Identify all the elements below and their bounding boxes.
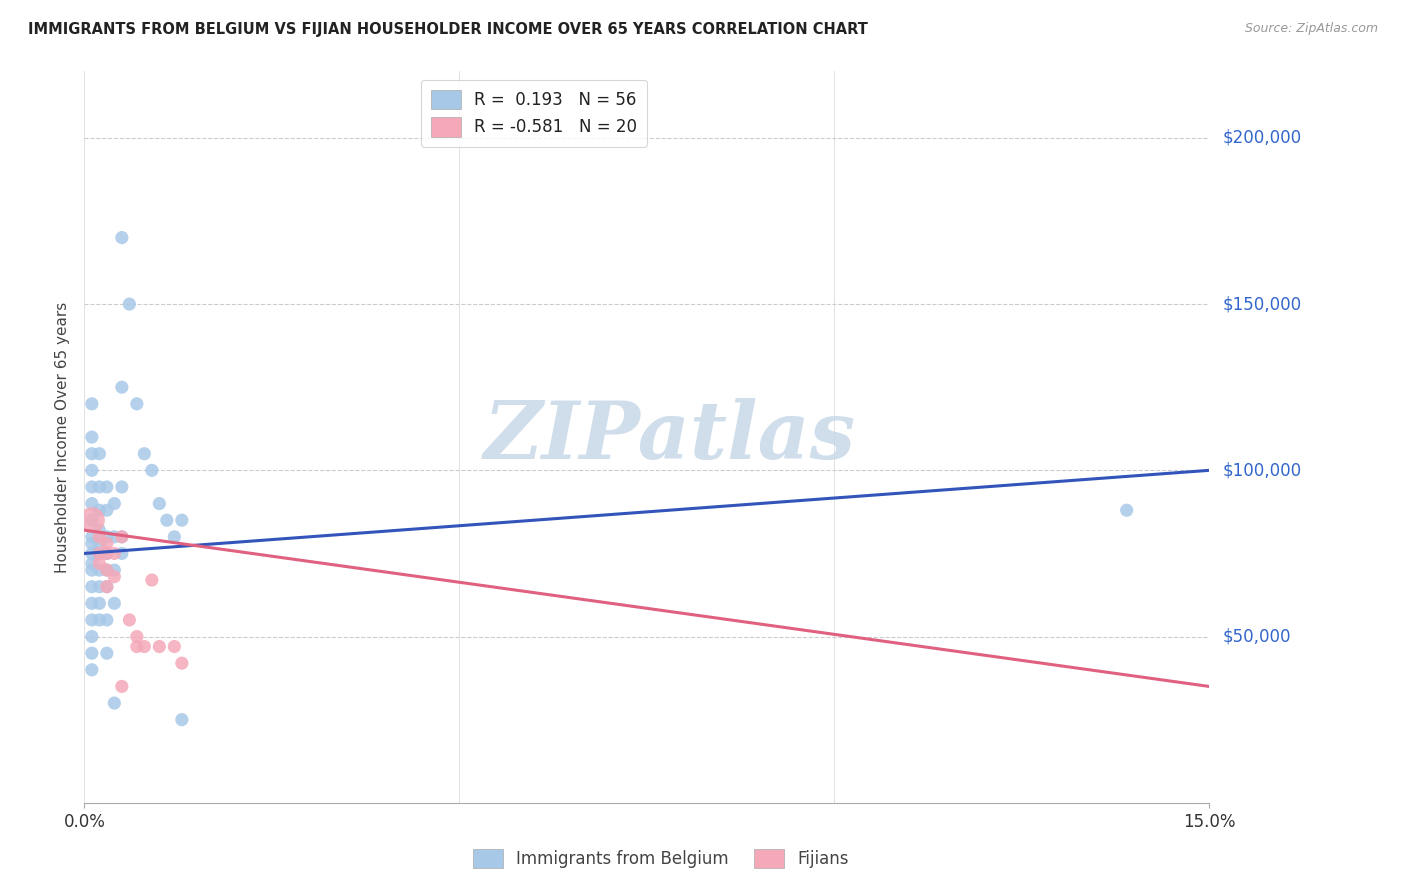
- Point: [80, 596, 103, 610]
- Point: [148, 640, 170, 654]
- Point: [96, 563, 118, 577]
- Point: [80, 557, 103, 571]
- Point: [80, 447, 103, 461]
- Point: [170, 656, 193, 670]
- Point: [89, 596, 111, 610]
- Point: [96, 646, 118, 660]
- Point: [103, 530, 125, 544]
- Point: [125, 397, 148, 411]
- Point: [89, 536, 111, 550]
- Point: [103, 497, 125, 511]
- Point: [103, 546, 125, 560]
- Point: [111, 380, 134, 394]
- Point: [80, 397, 103, 411]
- Y-axis label: Householder Income Over 65 years: Householder Income Over 65 years: [55, 301, 70, 573]
- Point: [134, 640, 156, 654]
- Point: [89, 503, 111, 517]
- Point: [96, 563, 118, 577]
- Point: [96, 613, 118, 627]
- Legend: Immigrants from Belgium, Fijians: Immigrants from Belgium, Fijians: [467, 842, 855, 875]
- Point: [80, 530, 103, 544]
- Point: [80, 480, 103, 494]
- Point: [125, 640, 148, 654]
- Point: [80, 430, 103, 444]
- Text: $100,000: $100,000: [1223, 461, 1302, 479]
- Point: [80, 663, 103, 677]
- Point: [80, 546, 103, 560]
- Point: [141, 463, 163, 477]
- Point: [89, 480, 111, 494]
- Point: [89, 557, 111, 571]
- Point: [80, 646, 103, 660]
- Point: [80, 513, 103, 527]
- Point: [80, 463, 103, 477]
- Point: [89, 523, 111, 537]
- Point: [80, 536, 103, 550]
- Point: [96, 503, 118, 517]
- Point: [89, 563, 111, 577]
- Point: [80, 513, 103, 527]
- Point: [89, 546, 111, 560]
- Point: [96, 546, 118, 560]
- Point: [89, 530, 111, 544]
- Text: ZIPatlas: ZIPatlas: [484, 399, 855, 475]
- Point: [118, 297, 141, 311]
- Point: [148, 497, 170, 511]
- Text: $200,000: $200,000: [1223, 128, 1302, 147]
- Point: [80, 563, 103, 577]
- Text: IMMIGRANTS FROM BELGIUM VS FIJIAN HOUSEHOLDER INCOME OVER 65 YEARS CORRELATION C: IMMIGRANTS FROM BELGIUM VS FIJIAN HOUSEH…: [28, 22, 868, 37]
- Point: [163, 530, 186, 544]
- Point: [96, 580, 118, 594]
- Point: [103, 596, 125, 610]
- Point: [1115, 503, 1137, 517]
- Point: [111, 480, 134, 494]
- Point: [89, 447, 111, 461]
- Point: [80, 613, 103, 627]
- Point: [141, 573, 163, 587]
- Point: [118, 613, 141, 627]
- Point: [111, 230, 134, 244]
- Point: [96, 580, 118, 594]
- Text: Source: ZipAtlas.com: Source: ZipAtlas.com: [1244, 22, 1378, 36]
- Point: [89, 613, 111, 627]
- Point: [134, 447, 156, 461]
- Point: [96, 546, 118, 560]
- Point: [111, 530, 134, 544]
- Point: [111, 530, 134, 544]
- Text: $50,000: $50,000: [1223, 628, 1292, 646]
- Legend: R =  0.193   N = 56, R = -0.581   N = 20: R = 0.193 N = 56, R = -0.581 N = 20: [422, 79, 647, 146]
- Point: [103, 563, 125, 577]
- Point: [156, 513, 179, 527]
- Point: [96, 530, 118, 544]
- Point: [96, 480, 118, 494]
- Point: [89, 580, 111, 594]
- Point: [80, 497, 103, 511]
- Point: [80, 630, 103, 644]
- Point: [103, 570, 125, 584]
- Point: [89, 546, 111, 560]
- Point: [125, 630, 148, 644]
- Point: [170, 713, 193, 727]
- Point: [170, 513, 193, 527]
- Point: [96, 536, 118, 550]
- Point: [111, 546, 134, 560]
- Point: [103, 696, 125, 710]
- Point: [163, 640, 186, 654]
- Point: [80, 580, 103, 594]
- Point: [111, 680, 134, 694]
- Text: $150,000: $150,000: [1223, 295, 1302, 313]
